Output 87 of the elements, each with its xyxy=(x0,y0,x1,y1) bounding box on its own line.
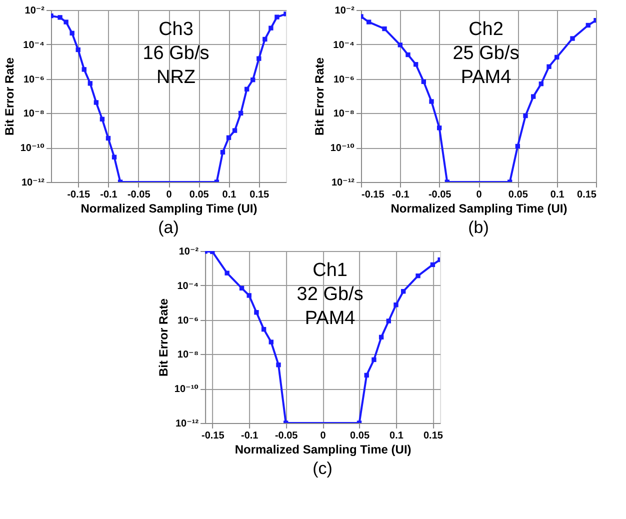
x-tick-label: 0.15 xyxy=(250,190,270,200)
point xyxy=(226,135,232,140)
x-axis-title: Normalized Sampling Time (UI) xyxy=(390,202,568,216)
x-tick-label: 0.1 xyxy=(390,430,404,442)
x-tick-label: 0.1 xyxy=(550,190,565,200)
x-tick-label: 0.1 xyxy=(222,190,237,200)
point xyxy=(276,362,281,368)
point xyxy=(378,334,384,340)
point xyxy=(100,116,105,122)
point xyxy=(232,128,238,133)
x-tick-label: 0 xyxy=(320,430,326,442)
x-tick-label: -0.15 xyxy=(67,190,90,200)
point xyxy=(274,14,280,20)
point xyxy=(416,273,420,278)
annotation: Ch1 32 Gb/s PAM4 xyxy=(296,260,364,329)
y-axis-title: Bit Error Rate xyxy=(2,57,16,136)
point xyxy=(220,150,226,155)
point xyxy=(58,15,62,20)
point xyxy=(94,100,99,105)
y-tick-label: 10⁻⁶ xyxy=(333,74,354,86)
text: (b) xyxy=(468,218,489,237)
x-tick-label: -0.15 xyxy=(202,430,225,442)
annotation: Ch3 16 Gb/s NRZ xyxy=(142,19,210,88)
x-tick-label: -0.1 xyxy=(100,190,118,200)
point xyxy=(106,136,111,141)
y-tick-label: 10⁻⁸ xyxy=(333,108,355,120)
x-tick-label: 0.15 xyxy=(423,430,444,442)
y-axis-title: Bit Error Rate xyxy=(156,298,170,377)
point xyxy=(210,251,215,254)
x-tick-label: 0.05 xyxy=(350,430,370,442)
point xyxy=(82,67,86,72)
point xyxy=(364,372,369,378)
point xyxy=(244,86,250,92)
x-tick-label: -0.15 xyxy=(362,190,385,200)
y-tick-label: 10⁻⁴ xyxy=(333,40,355,51)
point xyxy=(239,286,244,291)
y-tick-label: 10⁻⁶ xyxy=(23,74,44,86)
x-tick-label: -0.05 xyxy=(127,190,151,200)
point xyxy=(400,289,406,294)
x-tick-label: 0 xyxy=(166,190,172,200)
point xyxy=(250,77,256,82)
y-tick-label: 10⁻² xyxy=(334,6,356,16)
point xyxy=(386,318,391,324)
point xyxy=(394,302,398,308)
x-tick-label: 0.15 xyxy=(577,190,597,200)
point xyxy=(261,326,266,332)
point xyxy=(88,81,93,86)
y-tick-label: 10⁻¹² xyxy=(175,418,200,430)
x-tick-label: -0.05 xyxy=(274,430,298,442)
point xyxy=(254,310,259,315)
y-tick-label: 10⁻² xyxy=(24,6,46,16)
y-tick-label: 10⁻¹² xyxy=(331,178,356,188)
x-tick-label: -0.05 xyxy=(428,190,452,200)
x-tick-label: 0.05 xyxy=(189,190,210,200)
annotation: Ch2 25 Gb/s PAM4 xyxy=(452,19,520,88)
x-axis-title: Normalized Sampling Time (UI) xyxy=(80,202,258,216)
point xyxy=(246,293,252,298)
y-tick-label: 10⁻⁸ xyxy=(23,108,45,120)
point xyxy=(268,26,274,30)
y-tick-label: 10⁻¹⁰ xyxy=(20,143,44,154)
y-tick-label: 10⁻⁸ xyxy=(177,350,199,361)
point xyxy=(64,20,68,24)
point xyxy=(70,30,74,36)
y-tick-label: 10⁻⁴ xyxy=(177,280,199,292)
y-tick-label: 10⁻¹² xyxy=(21,178,46,188)
point xyxy=(238,110,244,116)
y-tick-label: 10⁻¹⁰ xyxy=(174,384,199,396)
point xyxy=(430,262,436,268)
x-tick-label: -0.1 xyxy=(241,430,259,442)
y-tick-label: 10⁻¹⁰ xyxy=(330,143,354,154)
point xyxy=(372,357,376,362)
y-tick-label: 10⁻² xyxy=(178,246,200,258)
point xyxy=(262,36,268,42)
x-tick-label: 0.05 xyxy=(508,190,528,200)
y-axis-title: Bit Error Rate xyxy=(312,57,326,136)
point xyxy=(268,340,274,344)
point xyxy=(256,56,262,61)
y-tick-label: 10⁻⁶ xyxy=(178,315,199,326)
text: (c) xyxy=(312,459,332,478)
text: (a) xyxy=(158,218,179,237)
x-tick-label: -0.1 xyxy=(392,190,410,200)
point xyxy=(76,47,80,52)
point xyxy=(112,154,117,160)
x-axis-title: Normalized Sampling Time (UI) xyxy=(234,442,412,456)
x-tick-label: 0 xyxy=(476,190,482,200)
y-tick-label: 10⁻⁴ xyxy=(23,40,45,51)
point xyxy=(224,270,230,276)
